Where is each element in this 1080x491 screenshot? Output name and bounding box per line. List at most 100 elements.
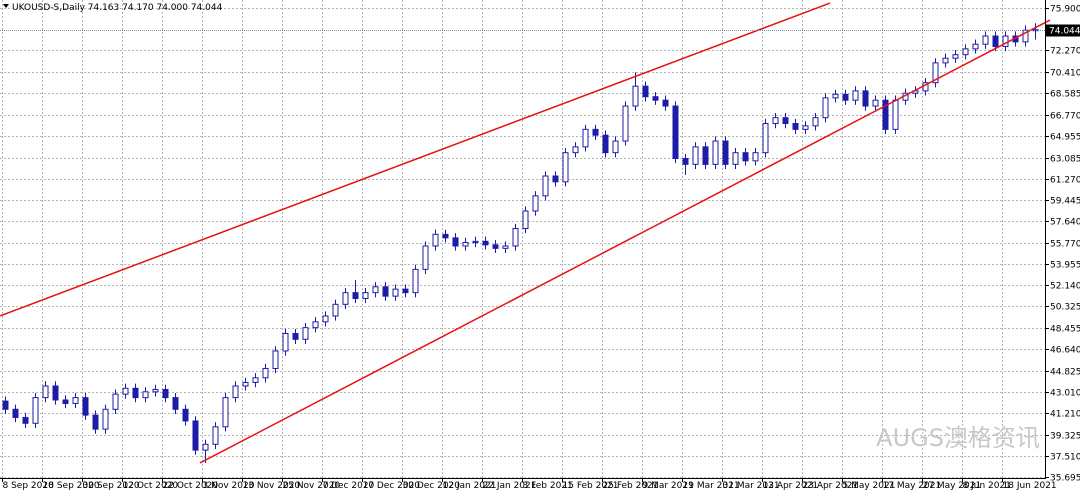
candle-body	[662, 99, 669, 107]
candle-body	[212, 426, 219, 445]
candle-body	[242, 381, 249, 387]
x-tick-label: 22 Oct 2020	[163, 481, 219, 491]
candle-body	[392, 288, 399, 297]
candle-body	[652, 96, 659, 101]
y-tick-label: 61.270	[1050, 176, 1080, 186]
y-tick-label: 55.770	[1050, 240, 1080, 250]
y-tick-label: 64.955	[1050, 133, 1080, 143]
candle-body	[602, 134, 609, 154]
candle-body	[752, 152, 759, 162]
y-tick-label: 63.085	[1050, 155, 1080, 165]
y-tick-label: 53.955	[1050, 261, 1080, 271]
price-label: 74.044	[1049, 27, 1080, 37]
candle-body	[932, 62, 939, 84]
candle-body	[182, 408, 189, 422]
candle-body	[192, 420, 199, 451]
candle-body	[402, 288, 409, 294]
candle-body	[782, 117, 789, 125]
candle-body	[452, 237, 459, 247]
candle-body	[802, 125, 809, 130]
candle-body	[732, 152, 739, 165]
y-tick-label: 72.270	[1050, 47, 1080, 57]
candle-body	[792, 123, 799, 130]
candle-body	[822, 97, 829, 119]
candle-body	[632, 85, 639, 107]
candle-body	[1032, 29, 1039, 32]
x-tick-label: 9 Mar 2021	[643, 481, 694, 491]
x-tick-label: 8 Sep 2020	[3, 481, 55, 491]
x-tick-label: 8 Jun 2021	[963, 481, 1011, 491]
y-tick-label: 48.455	[1050, 325, 1080, 335]
candle-body	[842, 93, 849, 101]
candle-body	[862, 90, 869, 107]
candle-body	[82, 397, 89, 416]
candle-body	[552, 175, 559, 183]
candle-body	[712, 140, 719, 165]
candle-body	[592, 128, 599, 136]
candle-body	[682, 158, 689, 165]
candle-body	[42, 385, 49, 399]
candle-body	[442, 233, 449, 239]
candle-body	[942, 57, 949, 64]
candle-body	[12, 408, 19, 418]
candle-body	[412, 268, 419, 294]
candle-body	[312, 321, 319, 329]
x-tick-label: 12 Jan 2021	[443, 481, 497, 491]
x-tick-label: 7 Dec 2020	[323, 481, 375, 491]
watermark: AUGS澳格资讯	[876, 424, 1040, 452]
candle-body	[672, 105, 679, 160]
candle-body	[2, 400, 9, 410]
candle-body	[952, 54, 959, 59]
candle-body	[492, 244, 499, 249]
y-tick-label: 39.325	[1050, 432, 1080, 442]
y-tick-label: 43.010	[1050, 389, 1080, 399]
x-tick-label: 25 Feb 2021	[603, 481, 659, 491]
candle-body	[882, 99, 889, 130]
symbol-icon	[3, 4, 9, 8]
x-tick-label: 12 Oct 2020	[123, 481, 179, 491]
x-tick-label: 25 Nov 2020	[283, 481, 341, 491]
candle-body	[872, 99, 879, 107]
candle-body	[742, 152, 749, 162]
y-tick-label: 59.445	[1050, 197, 1080, 207]
candle-body	[252, 377, 259, 383]
x-tick-label: 5 May 2021	[843, 481, 896, 491]
candle-body	[92, 414, 99, 430]
candle-body	[832, 93, 839, 99]
candle-body	[352, 292, 359, 299]
x-tick-label: 13 Apr 2021	[763, 481, 819, 491]
candle-body	[852, 90, 859, 101]
y-tick-label: 52.140	[1050, 282, 1080, 292]
candle-body	[512, 228, 519, 247]
y-tick-label: 44.825	[1050, 368, 1080, 378]
candle-body	[272, 350, 279, 369]
candle-body	[342, 292, 349, 305]
candle-body	[702, 146, 709, 165]
candle-body	[612, 140, 619, 154]
y-tick-label: 70.410	[1050, 69, 1080, 79]
candle-body	[122, 387, 129, 395]
y-tick-label: 57.640	[1050, 218, 1080, 228]
candle-body	[332, 303, 339, 317]
candle-body	[382, 286, 389, 297]
x-tick-label: 19 Mar 2021	[683, 481, 740, 491]
candle-body	[582, 128, 589, 148]
candle-body	[232, 385, 239, 399]
candle-body	[22, 416, 29, 424]
candle-body	[562, 152, 569, 183]
candle-body	[972, 43, 979, 50]
candle-body	[302, 327, 309, 340]
candle-body	[142, 391, 149, 399]
candle-body	[202, 443, 209, 451]
x-tick-label: 15 Feb 2021	[563, 481, 619, 491]
candle-body	[262, 367, 269, 379]
candle-body	[572, 146, 579, 154]
y-tick-label: 75.900	[1050, 5, 1080, 15]
x-tick-label: 30 Sep 2020	[83, 481, 140, 491]
x-tick-label: 18 Sep 2020	[43, 481, 100, 491]
candle-body	[62, 399, 69, 404]
candle-body	[772, 117, 779, 125]
candle-body	[132, 387, 139, 399]
x-tick-label: 3 Nov 2020	[203, 481, 255, 491]
